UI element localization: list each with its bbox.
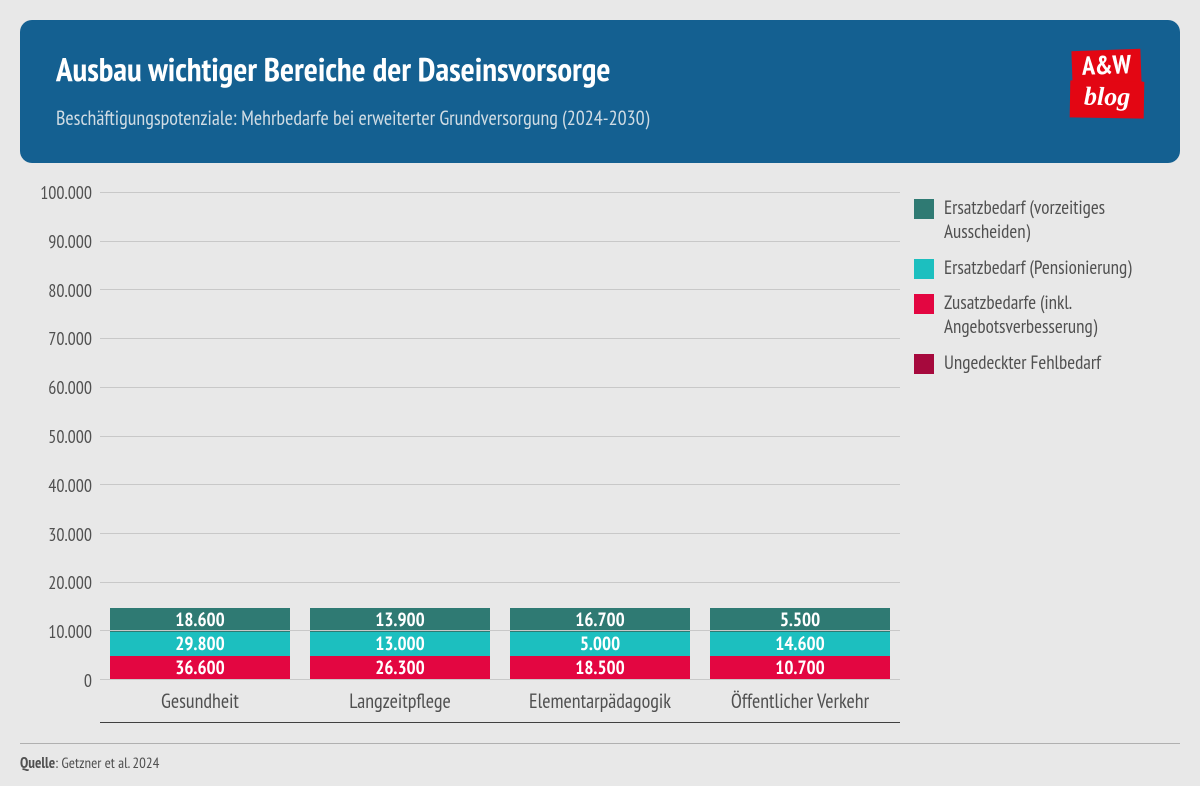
x-label: Gesundheit	[110, 688, 290, 714]
bar-segment-pension: 14.600	[710, 632, 890, 656]
x-label: Langzeitpflege	[310, 688, 490, 714]
legend-item: Zusatzbedarfe (inkl. Angebotsverbesserun…	[914, 292, 1180, 340]
bar-segment-pension: 29.800	[110, 632, 290, 656]
bar-segment-zusatz: 26.300	[310, 656, 490, 680]
bar-segment-vorzeitig: 18.600	[110, 608, 290, 632]
grid-line	[100, 436, 900, 437]
bar-group: 36.60029.80018.600	[110, 608, 290, 680]
bar-segment-pension: 5.000	[510, 632, 690, 656]
grid-line	[100, 387, 900, 388]
chart-container: Ausbau wichtiger Bereiche der Daseinsvor…	[0, 0, 1200, 786]
grid-line	[100, 630, 900, 631]
source-text: Getzner et al. 2024	[61, 754, 159, 773]
logo-bottom-text: blog	[1069, 80, 1144, 118]
bar-segment-zusatz: 10.700	[710, 656, 890, 680]
chart-subtitle: Beschäftigungspotenziale: Mehrbedarfe be…	[56, 105, 1050, 131]
legend: Ersatzbedarf (vorzeitiges Ausscheiden) Er…	[900, 193, 1180, 723]
grid-line	[100, 289, 900, 290]
legend-label: Ersatzbedarf (Pensionierung)	[944, 257, 1132, 281]
bar-group: 26.30013.00013.900	[310, 608, 490, 680]
legend-label: Ungedeckter Fehlbedarf	[944, 352, 1101, 376]
x-label: Elementarpädagogik	[510, 688, 690, 714]
legend-item: Ersatzbedarf (Pensionierung)	[914, 257, 1180, 281]
source-line: Quelle: Getzner et al. 2024	[20, 743, 1180, 773]
legend-swatch	[914, 354, 934, 374]
bars-container: 36.60029.80018.600 26.30013.00013.900 18.5…	[100, 193, 900, 680]
grid-line	[100, 484, 900, 485]
x-axis-labels: Gesundheit Langzeitpflege Elementarpädagog…	[100, 680, 900, 722]
chart-title: Ausbau wichtiger Bereiche der Daseinsvor…	[56, 48, 1050, 91]
legend-item: Ungedeckter Fehlbedarf	[914, 352, 1180, 376]
source-prefix: Quelle	[20, 754, 55, 773]
bar-group: 18.5005.00016.700	[510, 608, 690, 680]
plot-area: 36.60029.80018.600 26.30013.00013.900 18.5…	[100, 193, 900, 723]
grid-line	[100, 582, 900, 583]
legend-label: Ersatzbedarf (vorzeitiges Ausscheiden)	[944, 197, 1180, 245]
bar-segment-vorzeitig: 5.500	[710, 608, 890, 632]
bar-group: 10.70014.6005.500	[710, 608, 890, 680]
header-panel: Ausbau wichtiger Bereiche der Daseinsvor…	[20, 20, 1180, 163]
legend-swatch	[914, 199, 934, 219]
chart-area: 100.00090.00080.00070.00060.00050.00040.…	[20, 193, 1180, 723]
legend-label: Zusatzbedarfe (inkl. Angebotsverbesserun…	[944, 292, 1180, 340]
grid-line	[100, 241, 900, 242]
bar-segment-zusatz: 36.600	[110, 656, 290, 680]
bar-segment-zusatz: 18.500	[510, 656, 690, 680]
grid-line	[100, 338, 900, 339]
legend-swatch	[914, 294, 934, 314]
grid-line	[100, 533, 900, 534]
x-label: Öffentlicher Verkehr	[710, 688, 890, 714]
aw-blog-logo: A&W blog	[1070, 50, 1144, 117]
legend-swatch	[914, 259, 934, 279]
header-text: Ausbau wichtiger Bereiche der Daseinsvor…	[56, 48, 1050, 131]
legend-item: Ersatzbedarf (vorzeitiges Ausscheiden)	[914, 197, 1180, 245]
plot-inner: 36.60029.80018.600 26.30013.00013.900 18.5…	[100, 193, 900, 680]
grid-line	[100, 192, 900, 193]
bar-segment-vorzeitig: 13.900	[310, 608, 490, 632]
bar-segment-pension: 13.000	[310, 632, 490, 656]
y-axis: 100.00090.00080.00070.00060.00050.00040.…	[20, 193, 100, 723]
bar-segment-vorzeitig: 16.700	[510, 608, 690, 632]
